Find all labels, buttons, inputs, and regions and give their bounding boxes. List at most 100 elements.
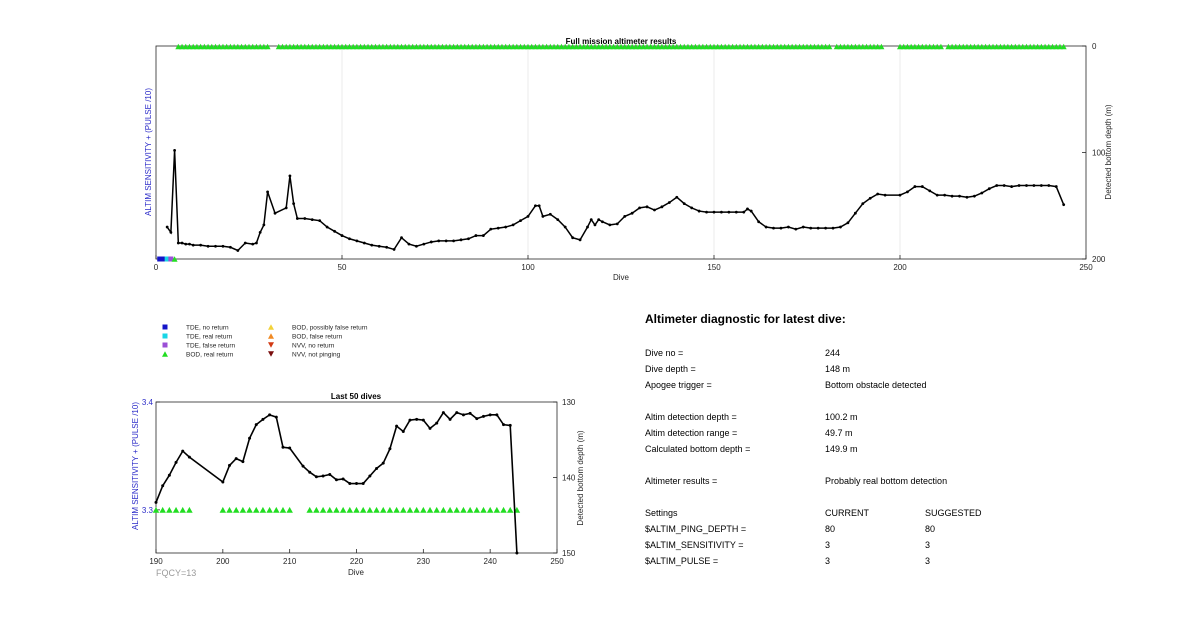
top-depth-point bbox=[772, 226, 775, 230]
bottom-depth-point bbox=[502, 423, 506, 427]
top-depth-point bbox=[935, 193, 939, 197]
bottom-depth-point bbox=[254, 423, 258, 427]
legend-label: NVV, not pinging bbox=[292, 351, 341, 358]
bottom-depth-point bbox=[348, 482, 352, 486]
bottom-x-label: Dive bbox=[348, 568, 365, 577]
settings-header-row: Settings CURRENT SUGGESTED bbox=[645, 508, 1165, 522]
bottom-depth-point bbox=[415, 417, 419, 421]
bottom-bod-triangle bbox=[500, 506, 507, 513]
top-depth-point bbox=[920, 185, 924, 188]
top-depth-point bbox=[325, 225, 329, 229]
top-bod-triangle bbox=[264, 43, 271, 50]
top-depth-point bbox=[191, 243, 195, 247]
sensitivity-current: 3 bbox=[825, 540, 831, 550]
top-depth-point bbox=[742, 210, 746, 214]
top-depth-point bbox=[563, 225, 567, 229]
bottom-bod-triangle bbox=[279, 506, 287, 513]
bottom-depth-point bbox=[328, 472, 332, 476]
bottom-depth-point bbox=[261, 417, 265, 421]
bottom-depth-point bbox=[475, 417, 479, 421]
top-depth-point bbox=[809, 226, 813, 230]
top-depth-point bbox=[757, 220, 761, 224]
bottom-depth-point bbox=[455, 411, 459, 415]
top-depth-point bbox=[578, 238, 582, 242]
top-depth-point bbox=[597, 218, 601, 221]
top-depth-point bbox=[437, 239, 441, 243]
bottom-depth-point bbox=[228, 463, 232, 467]
bottom-x-tick-label: 250 bbox=[550, 557, 564, 566]
pulse-row: $ALTIM_PULSE = 3 3 bbox=[645, 556, 1165, 570]
top-baseline-markers bbox=[157, 256, 178, 262]
bottom-depth-point bbox=[441, 411, 445, 415]
top-depth-point bbox=[831, 226, 835, 230]
top-depth-point bbox=[519, 219, 522, 223]
ping-depth-current: 80 bbox=[825, 524, 836, 534]
bottom-bod-triangle bbox=[286, 506, 293, 513]
top-depth-point bbox=[608, 223, 612, 227]
top-depth-point bbox=[645, 205, 649, 209]
bottom-depth-point bbox=[395, 424, 399, 428]
bottom-depth-point bbox=[314, 475, 318, 479]
bottom-depth-point bbox=[234, 457, 238, 461]
top-y-ticks-right: 0 100 200 bbox=[1082, 42, 1106, 264]
bottom-depth-point bbox=[461, 413, 465, 417]
bottom-bod-triangle bbox=[266, 506, 273, 513]
bottom-depth-point bbox=[488, 413, 492, 417]
top-depth-point bbox=[199, 243, 203, 247]
bottom-depth-point bbox=[375, 466, 379, 470]
bottom-y-right-tick-label: 140 bbox=[562, 474, 576, 483]
top-depth-point bbox=[303, 217, 307, 220]
top-depth-point bbox=[816, 226, 820, 230]
bottom-depth-point bbox=[508, 423, 512, 427]
bottom-depth-point bbox=[515, 551, 519, 555]
legend-square-icon bbox=[162, 333, 168, 339]
top-depth-point bbox=[913, 185, 917, 188]
bottom-x-tick-label: 240 bbox=[483, 557, 497, 566]
top-depth-point bbox=[377, 244, 381, 248]
top-depth-point bbox=[284, 206, 288, 210]
ping-depth-suggested: 80 bbox=[925, 524, 936, 534]
top-y-tick-label: 0 bbox=[1092, 42, 1097, 51]
dive-depth-value: 148 m bbox=[825, 364, 851, 374]
top-depth-point bbox=[452, 239, 455, 243]
dive-no-label: Dive no = bbox=[645, 348, 684, 358]
bottom-depth-point bbox=[495, 413, 499, 417]
top-chart-title: Full mission altimeter results bbox=[566, 37, 677, 46]
bottom-bod-triangle bbox=[152, 506, 160, 513]
top-depth-point bbox=[474, 234, 478, 237]
top-depth-point bbox=[496, 226, 500, 230]
legend-item: NVV, no return bbox=[268, 342, 335, 349]
top-depth-point bbox=[571, 236, 575, 240]
top-grid bbox=[341, 46, 901, 259]
top-depth-point bbox=[444, 239, 448, 243]
legend-item: TDE, real return bbox=[162, 333, 233, 340]
bottom-depth-point bbox=[154, 500, 158, 504]
top-depth-point bbox=[511, 223, 515, 227]
bottom-depth-point bbox=[241, 460, 245, 464]
bottom-depth-point bbox=[221, 480, 225, 484]
top-depth-point bbox=[779, 226, 783, 230]
top-depth-point bbox=[400, 236, 403, 240]
top-depth-point bbox=[1047, 184, 1051, 187]
top-depth-point bbox=[180, 241, 184, 245]
top-depth-point bbox=[556, 218, 560, 221]
suggested-header: SUGGESTED bbox=[925, 508, 982, 518]
legend-label: BOD, possibly false return bbox=[292, 324, 368, 331]
bottom-chart-title: Last 50 dives bbox=[331, 392, 382, 401]
bottom-depth-point bbox=[481, 414, 485, 418]
bottom-x-tick-label: 220 bbox=[350, 557, 364, 566]
top-depth-point bbox=[906, 190, 909, 194]
bottom-bod-triangle bbox=[400, 506, 407, 513]
bottom-depth-point bbox=[268, 413, 272, 417]
top-depth-point bbox=[1002, 184, 1006, 187]
bottom-bod-triangle bbox=[453, 506, 460, 513]
legend-triangle-down-icon bbox=[268, 351, 274, 357]
top-depth-point bbox=[794, 227, 798, 231]
top-depth-point bbox=[214, 244, 217, 248]
top-depth-point bbox=[727, 210, 731, 214]
top-depth-point bbox=[615, 222, 619, 226]
top-x-tick-label: 200 bbox=[893, 263, 907, 272]
bottom-bod-triangle bbox=[346, 506, 354, 513]
top-depth-point bbox=[1062, 203, 1066, 207]
top-x-ticks: 0 50 100 150 200 250 bbox=[154, 255, 1093, 272]
